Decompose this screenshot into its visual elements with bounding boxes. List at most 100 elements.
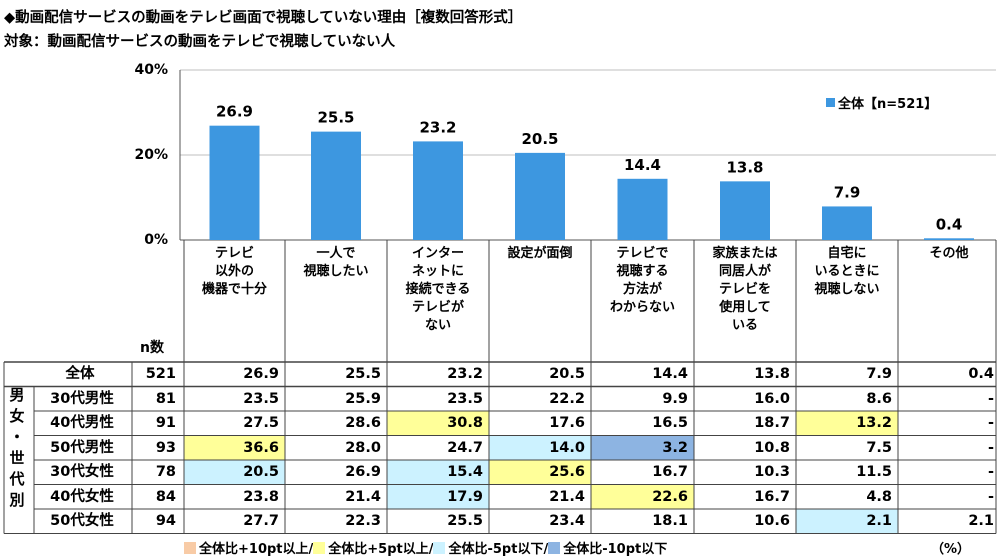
footer-legend-swatch	[548, 541, 561, 554]
category-label-line: その他	[929, 246, 969, 261]
footer-legend-item: 全体比+5pt以上/	[313, 538, 433, 557]
category-label-line: 接続できる	[405, 282, 471, 297]
table-cell: 22.2	[549, 390, 585, 407]
cell-highlight	[796, 411, 898, 436]
category-label-line: 自宅に	[827, 246, 867, 261]
table-cell: 20.5	[243, 464, 279, 480]
bar-5	[720, 181, 770, 240]
table-cell: 28.6	[345, 415, 381, 431]
cell-highlight	[387, 460, 489, 485]
table-cell: 36.6	[243, 439, 279, 456]
table-cell: 16.7	[754, 488, 790, 505]
bar-value-label-3: 20.5	[521, 130, 558, 148]
table-cell: 25.5	[447, 513, 483, 529]
category-label-1: 一人で 視聴したい	[285, 245, 387, 357]
table-cell: 7.9	[866, 366, 892, 382]
category-label-line: 設定が面倒	[507, 246, 573, 261]
footer-legend-label: 全体比+10pt以上/	[199, 542, 314, 557]
side-group-label: 男女・世代別	[4, 385, 30, 535]
footer-legend-item: 全体比-10pt以下	[548, 538, 667, 557]
bar-2	[413, 141, 463, 240]
table-cell: -	[987, 439, 994, 456]
table-cell: 15.4	[447, 464, 483, 480]
category-label-line: 同居人が	[718, 264, 771, 279]
category-label-line: テレビで	[616, 246, 669, 261]
table-cell: -	[987, 488, 994, 505]
chart-subtitle: 対象：動画配信サービスの動画をテレビで視聴していない人	[4, 34, 396, 50]
table-cell: 2.1	[968, 513, 994, 529]
y-tick-40: 40%	[134, 62, 168, 78]
category-label-2: インター ネットに 接続できる テレビが ない	[387, 245, 489, 357]
footer-legend-label: 全体比-10pt以下	[563, 542, 668, 557]
table-cell: 18.7	[754, 415, 790, 431]
chart-title: ◆動画配信サービスの動画をテレビ画面で視聴していない理由［複数回答形式］	[4, 10, 523, 26]
table-cell: 9.9	[662, 390, 688, 407]
category-label-line: わからない	[609, 300, 675, 315]
table-cell: 11.5	[856, 464, 892, 480]
side-group-char: 別	[9, 491, 25, 509]
footer-legend-item: 全体比-5pt以下/	[433, 538, 548, 557]
cell-highlight	[489, 435, 591, 460]
bar-value-label-4: 14.4	[624, 156, 661, 174]
bar-value-label-7: 0.4	[936, 215, 963, 233]
table-cell: 23.5	[243, 390, 279, 407]
bar-4	[617, 178, 668, 240]
table-cell: 26.9	[345, 464, 381, 480]
bar-value-label-6: 7.9	[834, 183, 861, 201]
table-cell: 10.8	[754, 439, 790, 456]
category-label-line: テレビ	[214, 246, 254, 261]
row-n: 81	[155, 390, 176, 407]
row-label: 30代女性	[50, 464, 114, 480]
table-cell: 28.0	[345, 439, 381, 456]
category-label-line: 家族または	[712, 246, 778, 261]
category-label-line: テレビを	[718, 282, 771, 297]
row-n: 521	[145, 366, 176, 382]
bar-3	[515, 152, 565, 240]
row-label: 50代女性	[50, 513, 114, 529]
table-cell: 0.4	[968, 366, 994, 382]
table-cell: 7.5	[866, 439, 892, 456]
bar-0	[209, 125, 260, 240]
category-label-line: いるときに	[814, 264, 880, 279]
unit-label: （%）	[930, 542, 970, 557]
category-label-5: 家族または 同居人が テレビを 使用して いる	[694, 245, 796, 357]
table-cell: -	[987, 415, 994, 431]
footer-legend-label: 全体比+5pt以上/	[328, 542, 434, 557]
footer-legend-swatch	[184, 541, 196, 554]
table-cell: -	[987, 390, 994, 407]
row-n: 84	[155, 488, 176, 505]
table-cell: 26.9	[243, 366, 279, 382]
table-cell: 4.8	[866, 488, 892, 505]
category-label-line: 視聴する	[616, 264, 669, 279]
table-cell: 10.6	[754, 513, 790, 529]
cell-highlight	[184, 435, 285, 460]
table-cell: 18.1	[652, 513, 688, 529]
category-label-line: 使用して	[719, 300, 771, 315]
table-cell: 21.4	[345, 488, 381, 505]
table-cell: 13.8	[754, 366, 790, 382]
row-n: 78	[155, 464, 176, 480]
table-cell: 8.6	[866, 390, 892, 407]
category-label-line: 機器で十分	[201, 282, 267, 297]
table-cell: 22.3	[345, 513, 381, 529]
bar-value-label-0: 26.9	[216, 103, 253, 121]
bar-1	[311, 131, 361, 240]
footer-legend-item: 全体比+10pt以上/	[184, 538, 313, 557]
table-cell: 25.9	[345, 390, 381, 407]
table-cell: 21.4	[549, 488, 585, 505]
n-header: n数	[140, 340, 164, 356]
bar-7	[924, 238, 974, 240]
table-cell: 23.2	[447, 366, 483, 382]
row-label: 40代女性	[50, 488, 114, 505]
table-cell: -	[987, 464, 994, 480]
category-label-line: 方法が	[622, 282, 662, 297]
side-group-char: 世	[9, 449, 25, 467]
cell-highlight	[591, 435, 694, 460]
row-label: 50代男性	[50, 439, 114, 456]
y-tick-20: 20%	[134, 147, 168, 163]
y-tick-0: 0%	[144, 232, 168, 248]
bar-value-label-5: 13.8	[726, 158, 763, 176]
row-label: 全体	[65, 366, 95, 382]
category-label-line: 以外の	[214, 264, 254, 279]
